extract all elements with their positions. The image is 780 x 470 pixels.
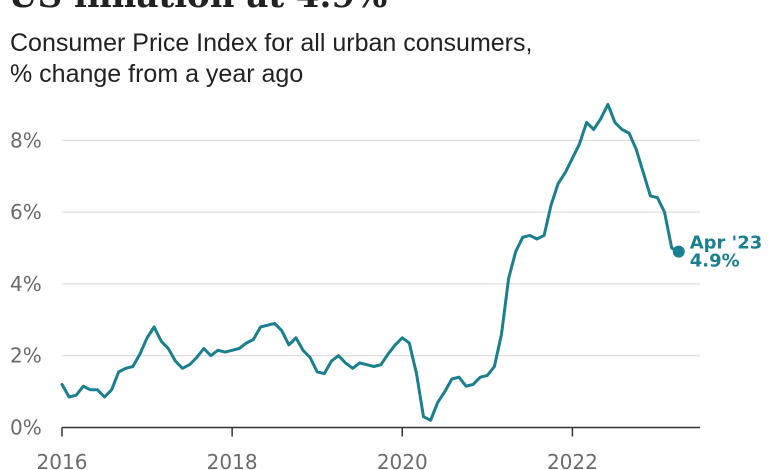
x-tick-label: 2018	[207, 450, 258, 470]
chart-subtitle-line-2: % change from a year ago	[10, 60, 304, 88]
x-tick-label: 2016	[37, 450, 88, 470]
latest-point-value-label: 4.9%	[690, 251, 740, 272]
y-tick-label: 2%	[10, 344, 42, 368]
x-tick-label: 2020	[377, 450, 428, 470]
latest-data-point	[672, 245, 685, 258]
x-tick-label: 2022	[547, 450, 598, 470]
chart-subtitle-line-1: Consumer Price Index for all urban consu…	[10, 29, 533, 57]
x-axis-ticks: 2016 2018 2020 2022	[37, 427, 598, 470]
y-tick-label: 8%	[10, 128, 42, 152]
y-tick-label: 0%	[10, 416, 42, 440]
latest-point-date-label: Apr '23	[690, 233, 763, 254]
chart-title: US inflation at 4.9%	[8, 0, 387, 16]
y-tick-label: 6%	[10, 200, 42, 224]
chart-subtitle: Consumer Price Index for all urban consu…	[10, 28, 650, 90]
cpi-series-line	[60, 102, 681, 422]
y-tick-label: 4%	[10, 272, 42, 296]
y-gridlines: 0% 2% 4% 6% 8%	[10, 128, 700, 440]
